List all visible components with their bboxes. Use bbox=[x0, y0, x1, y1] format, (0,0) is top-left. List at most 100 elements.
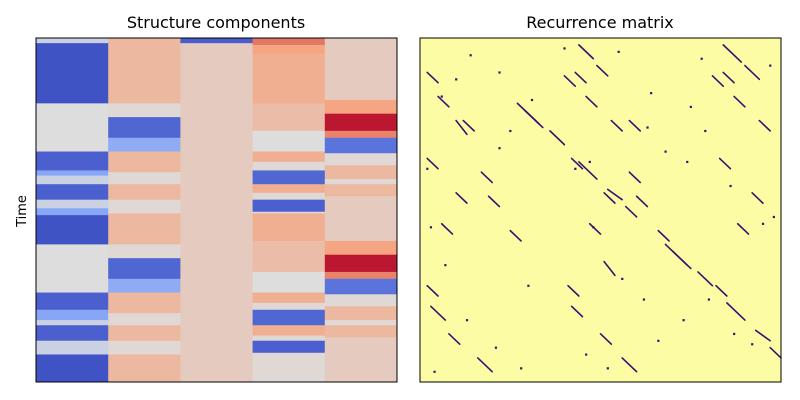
component-4-segment-10 bbox=[252, 192, 326, 201]
recurrence-segment-20 bbox=[599, 333, 613, 345]
component-1-segment-9 bbox=[36, 208, 109, 216]
recurrence-point-39 bbox=[650, 92, 653, 95]
recurrence-segment-18 bbox=[476, 357, 494, 373]
component-1-segment-13 bbox=[36, 309, 109, 321]
recurrence-segment-37 bbox=[722, 71, 735, 84]
recurrence-point-15 bbox=[527, 284, 530, 287]
recurrence-point-8 bbox=[426, 167, 429, 170]
recurrence-segment-49 bbox=[426, 284, 439, 297]
recurrence-segment-11 bbox=[487, 195, 501, 208]
recurrence-segment-17 bbox=[448, 333, 461, 345]
component-5-segment-20 bbox=[324, 337, 398, 348]
recurrence-point-19 bbox=[646, 126, 649, 129]
recurrence-segment-5 bbox=[606, 188, 623, 201]
recurrence-segment-21 bbox=[621, 357, 638, 373]
component-2-segment-17 bbox=[108, 354, 181, 383]
component-4-segment-2 bbox=[252, 44, 326, 54]
component-3-segment-1 bbox=[180, 38, 253, 44]
recurrence-segment-47 bbox=[744, 64, 761, 81]
recurrence-point-17 bbox=[588, 160, 591, 164]
component-5-segment-2 bbox=[324, 99, 398, 115]
recurrence-segment-35 bbox=[603, 192, 616, 204]
structure-components-heatmap bbox=[36, 38, 398, 383]
recurrence-matrix-background bbox=[420, 38, 781, 382]
component-1-segment-8 bbox=[36, 199, 109, 209]
component-2-segment-3 bbox=[108, 117, 181, 139]
component-5-segment-10 bbox=[324, 196, 398, 207]
recurrence-point-36 bbox=[617, 50, 620, 53]
component-5-segment-13 bbox=[324, 254, 398, 273]
component-5-segment-16 bbox=[324, 294, 398, 307]
component-5-segment-12 bbox=[324, 240, 398, 256]
recurrence-point-7 bbox=[498, 147, 501, 150]
component-4-segment-4 bbox=[252, 103, 326, 132]
component-2-segment-15 bbox=[108, 325, 181, 342]
recurrence-segment-23 bbox=[671, 250, 692, 270]
component-1-segment-11 bbox=[36, 244, 109, 293]
recurrence-segment-32 bbox=[635, 195, 649, 208]
recurrence-segment-46 bbox=[722, 44, 743, 63]
component-5-segment-7 bbox=[324, 165, 398, 180]
component-1-segment-5 bbox=[36, 170, 109, 176]
recurrence-segment-14 bbox=[455, 192, 468, 204]
recurrence-segment-42 bbox=[736, 222, 750, 235]
component-1-segment-7 bbox=[36, 184, 109, 201]
component-5-segment-6 bbox=[324, 153, 398, 166]
recurrence-segment-25 bbox=[726, 302, 746, 321]
recurrence-segment-30 bbox=[585, 95, 598, 108]
recurrence-point-37 bbox=[700, 57, 703, 60]
recurrence-point-2 bbox=[498, 71, 501, 74]
component-5-segment-9 bbox=[324, 184, 398, 197]
recurrence-segment-36 bbox=[588, 222, 602, 235]
recurrence-matrix-heatmap bbox=[426, 44, 782, 373]
component-5-segment-8 bbox=[324, 179, 398, 185]
recurrence-segment-31 bbox=[628, 171, 642, 184]
recurrence-segment-48 bbox=[711, 75, 725, 87]
recurrence-point-20 bbox=[664, 150, 667, 153]
recurrence-segment-3 bbox=[549, 130, 566, 146]
structure-components-frame bbox=[35, 37, 398, 383]
component-5-segment-15 bbox=[324, 278, 398, 295]
recurrence-segment-38 bbox=[758, 119, 771, 132]
component-4-segment-5 bbox=[252, 130, 326, 152]
recurrence-matrix-panel: Recurrence matrix bbox=[419, 13, 782, 383]
recurrence-segment-39 bbox=[733, 95, 746, 108]
component-1-segment-1 bbox=[36, 38, 109, 44]
recurrence-segment-8 bbox=[462, 119, 475, 132]
structure-components-panel: Structure components Time bbox=[15, 13, 398, 383]
recurrence-segment-26 bbox=[754, 329, 771, 342]
recurrence-segment-54 bbox=[628, 119, 642, 132]
component-4-segment-15 bbox=[252, 271, 326, 293]
recurrence-segment-53 bbox=[603, 260, 616, 277]
component-4-segment-19 bbox=[252, 325, 326, 336]
recurrence-point-3 bbox=[440, 95, 443, 98]
recurrence-point-21 bbox=[686, 160, 689, 164]
component-1-segment-12 bbox=[36, 292, 109, 311]
component-1-segment-2 bbox=[36, 43, 109, 104]
recurrence-point-35 bbox=[563, 47, 566, 50]
recurrence-point-6 bbox=[509, 129, 512, 133]
recurrence-segment-44 bbox=[596, 64, 609, 77]
component-2-segment-13 bbox=[108, 292, 181, 314]
recurrence-point-14 bbox=[520, 367, 523, 370]
component-2-segment-16 bbox=[108, 340, 181, 355]
recurrence-segment-51 bbox=[715, 284, 728, 297]
recurrence-point-26 bbox=[621, 277, 624, 280]
recurrence-segment-7 bbox=[426, 71, 439, 84]
recurrence-segment-10 bbox=[480, 171, 494, 184]
component-4-segment-7 bbox=[252, 161, 326, 171]
component-5-segment-17 bbox=[324, 306, 398, 321]
component-4-segment-14 bbox=[252, 240, 326, 273]
component-2-segment-4 bbox=[108, 137, 181, 152]
recurrence-point-5 bbox=[530, 98, 534, 102]
recurrence-point-11 bbox=[465, 319, 469, 322]
recurrence-point-34 bbox=[606, 367, 609, 370]
component-5-segment-18 bbox=[324, 320, 398, 326]
recurrence-point-33 bbox=[585, 353, 588, 356]
component-4-segment-22 bbox=[252, 352, 326, 383]
component-1-segment-17 bbox=[36, 354, 109, 383]
component-1-segment-10 bbox=[36, 215, 109, 245]
recurrence-point-40 bbox=[689, 105, 692, 108]
recurrence-point-30 bbox=[707, 298, 710, 301]
component-1-segment-6 bbox=[36, 175, 109, 185]
